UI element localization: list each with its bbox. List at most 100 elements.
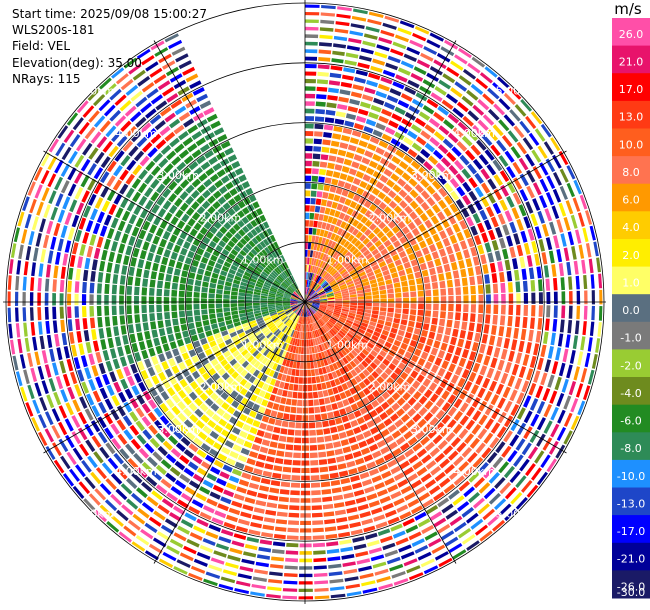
velocity-gate [503,465,515,479]
velocity-gate [309,307,315,314]
velocity-gate [313,572,328,577]
velocity-gate [477,99,490,111]
velocity-gate [319,168,327,176]
velocity-gate [366,420,376,428]
velocity-gate [356,355,364,363]
velocity-gate [271,327,279,334]
velocity-gate [323,333,330,341]
velocity-gate [460,268,467,278]
velocity-gate [272,371,279,379]
velocity-gate [350,419,359,428]
velocity-gate [497,261,504,272]
velocity-gate [329,338,336,346]
velocity-gate [299,324,302,332]
velocity-gate [340,477,351,485]
velocity-gate [208,293,215,299]
velocity-gate [299,558,313,563]
velocity-gate [452,386,462,396]
velocity-gate [453,410,463,422]
velocity-gate [534,128,546,142]
velocity-gate [140,102,152,114]
velocity-gate [588,258,594,274]
velocity-gate [238,518,250,526]
velocity-gate [519,458,530,472]
velocity-gate [242,225,250,234]
velocity-gate [474,235,482,246]
velocity-gate [378,211,387,220]
colorbar-swatch [612,377,650,406]
velocity-gate [432,233,441,243]
velocity-gate [155,227,164,237]
velocity-gate [262,312,270,317]
velocity-gate [95,376,103,389]
velocity-gate [188,364,197,374]
velocity-gate [492,519,506,532]
velocity-gate [169,234,178,244]
velocity-gate [385,354,394,362]
velocity-gate [355,231,363,239]
velocity-gate [327,340,334,348]
velocity-gate [238,299,245,303]
velocity-gate [374,207,383,216]
velocity-gate [321,413,328,420]
velocity-gate [330,426,338,434]
velocity-gate [357,62,370,69]
velocity-gate [383,216,392,225]
velocity-gate [366,80,378,88]
velocity-gate [416,342,425,351]
velocity-gate [531,149,542,163]
velocity-gate [445,226,454,237]
velocity-gate [569,350,576,364]
velocity-gate [218,321,226,328]
velocity-gate [402,308,409,315]
velocity-gate [583,385,591,401]
velocity-gate [423,389,433,399]
velocity-gate [353,410,362,418]
velocity-gate [353,123,364,131]
range-ring-label: 5.00km [496,507,538,520]
velocity-gate [306,309,308,317]
velocity-gate [290,299,298,301]
velocity-gate [364,331,372,338]
velocity-gate [150,321,157,330]
instrument-label: WLS200s-181 [12,23,95,38]
velocity-gate [284,291,292,296]
velocity-gate [193,298,200,304]
velocity-gate [458,75,472,86]
velocity-gate [563,412,573,427]
velocity-gate [397,362,406,371]
velocity-gate [314,368,320,376]
velocity-gate [345,344,353,352]
velocity-gate [305,41,318,46]
velocity-gate [417,284,424,291]
velocity-gate [438,79,451,90]
velocity-gate [246,287,254,292]
velocity-gate [394,106,406,116]
velocity-gate [198,366,207,375]
velocity-gate [253,360,261,369]
velocity-gate [129,398,139,409]
velocity-gate [433,303,439,311]
velocity-gate [87,163,97,176]
velocity-gate [338,318,346,324]
velocity-gate [314,406,321,414]
velocity-gate [312,250,316,258]
velocity-gate [372,306,380,311]
velocity-gate [267,343,274,351]
velocity-gate [363,312,371,317]
velocity-gate [349,98,361,106]
velocity-gate [422,247,430,256]
velocity-gate [46,220,54,235]
velocity-gate [101,249,108,261]
velocity-gate [412,442,423,452]
velocity-gate [359,423,369,432]
velocity-gate [573,260,579,275]
velocity-gate [85,220,94,232]
velocity-gate [403,558,418,567]
velocity-gate [185,184,195,194]
velocity-gate [342,357,349,365]
velocity-gate [403,303,410,309]
velocity-gate [228,253,236,260]
velocity-gate [493,370,502,382]
